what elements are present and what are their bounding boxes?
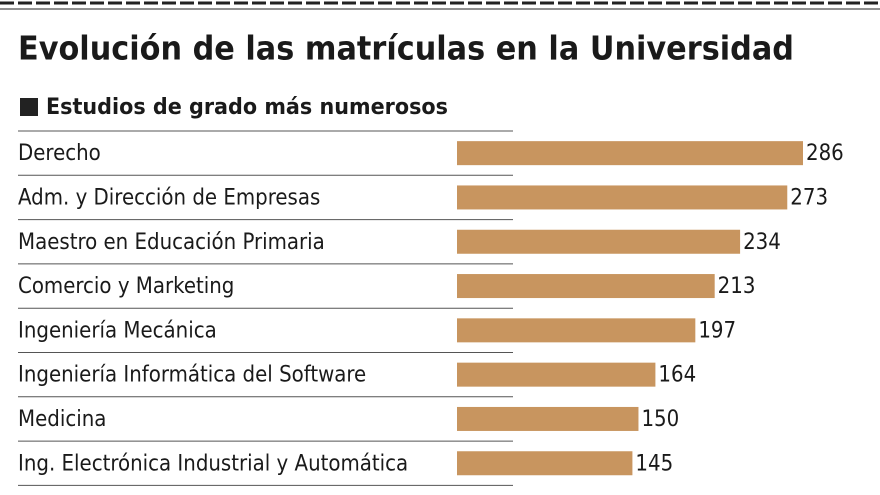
bar	[457, 229, 741, 254]
subtitle-icon	[20, 98, 38, 116]
category-label: Comercio y Marketing	[18, 274, 234, 299]
category-label: Derecho	[18, 141, 101, 166]
bar	[457, 274, 715, 299]
value-label: 286	[806, 141, 844, 166]
chart-subtitle: Estudios de grado más numerosos	[46, 95, 448, 120]
value-label: 197	[698, 318, 736, 343]
chart-title: Evolución de las matrículas en la Univer…	[18, 29, 794, 68]
value-label: 273	[790, 185, 828, 210]
value-label: 234	[743, 230, 781, 255]
category-label: Adm. y Dirección de Empresas	[18, 185, 320, 210]
value-label: 213	[718, 274, 756, 299]
bar	[457, 451, 633, 476]
bar	[457, 318, 696, 343]
value-label: 164	[658, 363, 696, 388]
bar	[457, 185, 788, 210]
category-label: Ing. Electrónica Industrial y Automática	[18, 451, 408, 476]
bar	[457, 141, 803, 166]
value-label: 150	[641, 407, 679, 432]
category-label: Ingeniería Mecánica	[18, 318, 217, 343]
value-label: 145	[635, 451, 673, 476]
bar	[457, 362, 656, 387]
category-label: Maestro en Educación Primaria	[18, 230, 325, 255]
category-label: Ingeniería Informática del Software	[18, 363, 366, 388]
bar	[457, 406, 639, 431]
category-label: Medicina	[18, 407, 106, 432]
